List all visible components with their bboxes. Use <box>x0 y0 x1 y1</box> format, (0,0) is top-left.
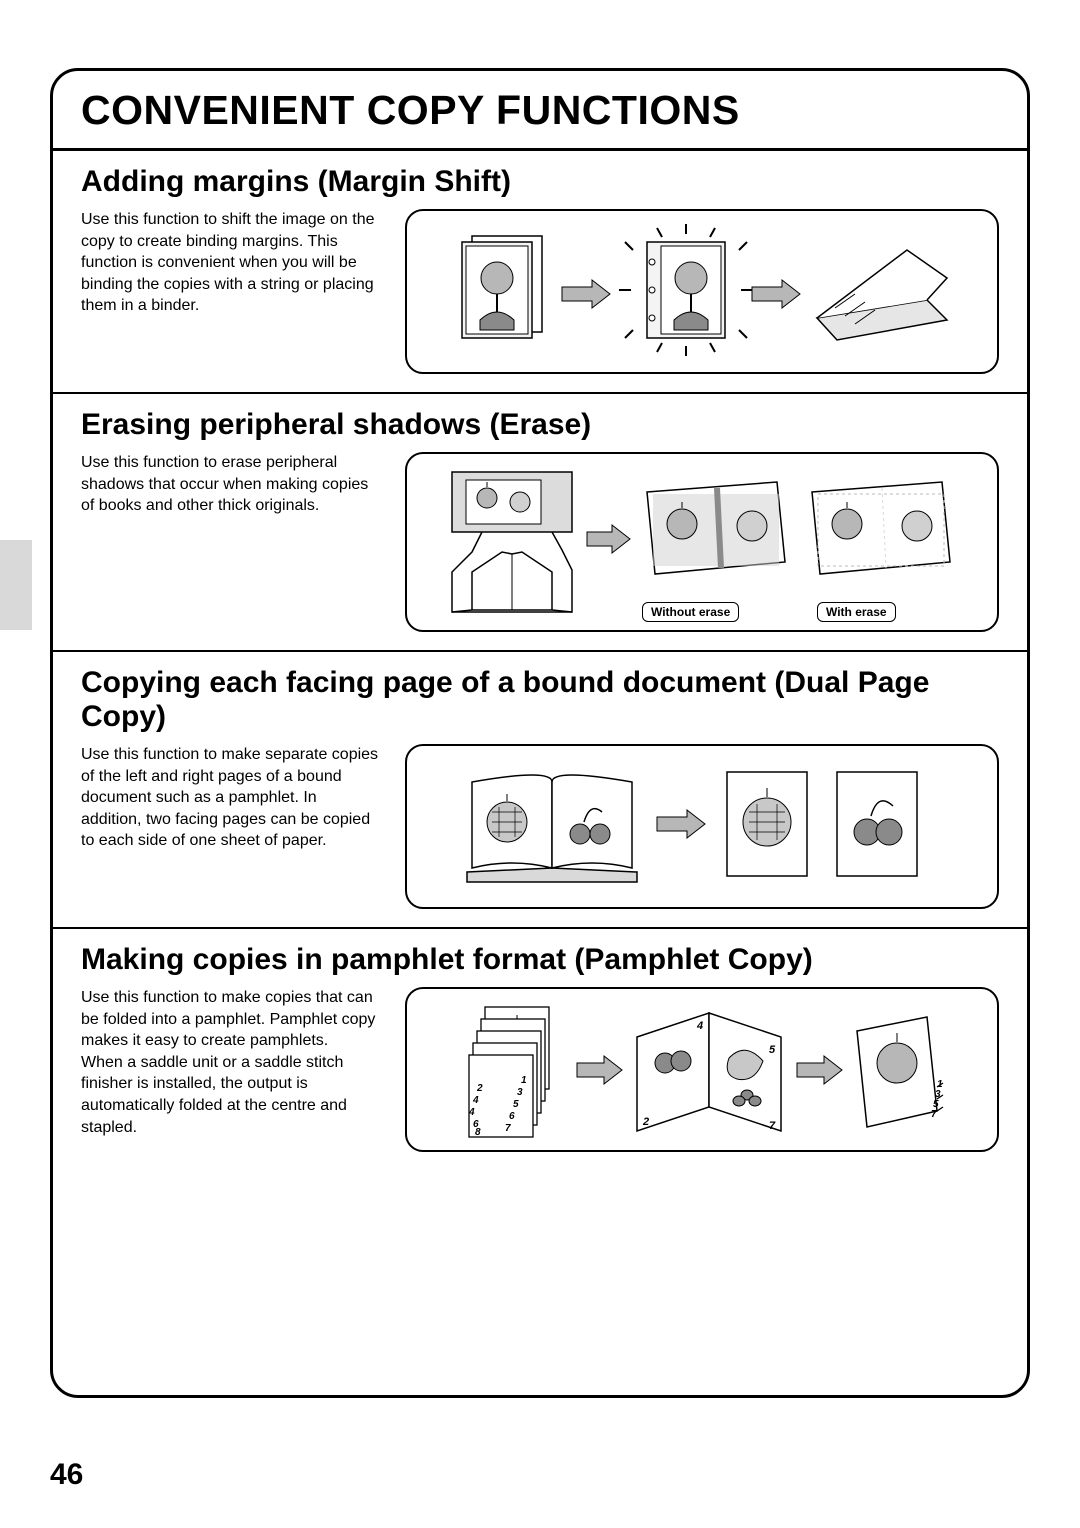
desc-dual-page: Use this function to make separate copie… <box>81 744 381 852</box>
heading-erase: Erasing peripheral shadows (Erase) <box>81 408 999 442</box>
svg-text:6: 6 <box>509 1111 515 1122</box>
diagram-erase: Without erase With erase <box>405 452 999 632</box>
desc-erase: Use this function to erase peripheral sh… <box>81 452 381 517</box>
svg-text:3: 3 <box>935 1089 941 1100</box>
svg-text:4: 4 <box>468 1107 475 1118</box>
svg-text:1: 1 <box>937 1079 943 1090</box>
svg-text:2: 2 <box>476 1083 483 1094</box>
svg-text:1: 1 <box>521 1075 527 1086</box>
title-block: CONVENIENT COPY FUNCTIONS <box>53 71 1027 151</box>
section-dual-page: Copying each facing page of a bound docu… <box>53 652 1027 929</box>
svg-text:5: 5 <box>769 1044 776 1056</box>
svg-text:8: 8 <box>475 1127 481 1138</box>
section-erase: Erasing peripheral shadows (Erase) Use t… <box>53 394 1027 652</box>
diagram-pamphlet: 12 34 54 66 78 <box>405 987 999 1152</box>
svg-text:5: 5 <box>933 1099 939 1110</box>
section-pamphlet: Making copies in pamphlet format (Pamphl… <box>53 929 1027 1170</box>
svg-text:2: 2 <box>642 1116 649 1128</box>
diagram-margin-shift <box>405 209 999 374</box>
heading-pamphlet: Making copies in pamphlet format (Pamphl… <box>81 943 999 977</box>
label-with-erase: With erase <box>817 602 896 622</box>
svg-text:4: 4 <box>696 1020 703 1032</box>
page-frame: CONVENIENT COPY FUNCTIONS Adding margins… <box>50 68 1030 1398</box>
svg-text:4: 4 <box>472 1095 479 1106</box>
page-title: CONVENIENT COPY FUNCTIONS <box>81 87 999 134</box>
side-tab <box>0 540 32 630</box>
page-number: 46 <box>50 1458 83 1492</box>
svg-text:7: 7 <box>769 1120 776 1132</box>
desc-pamphlet: Use this function to make copies that ca… <box>81 987 381 1138</box>
svg-text:7: 7 <box>931 1109 937 1120</box>
svg-text:5: 5 <box>513 1099 519 1110</box>
label-without-erase: Without erase <box>642 602 739 622</box>
desc-margin-shift: Use this function to shift the image on … <box>81 209 381 317</box>
svg-text:3: 3 <box>517 1087 523 1098</box>
diagram-dual-page <box>405 744 999 909</box>
section-margin-shift: Adding margins (Margin Shift) Use this f… <box>53 151 1027 394</box>
heading-margin-shift: Adding margins (Margin Shift) <box>81 165 999 199</box>
svg-text:7: 7 <box>505 1123 511 1134</box>
heading-dual-page: Copying each facing page of a bound docu… <box>81 666 999 734</box>
